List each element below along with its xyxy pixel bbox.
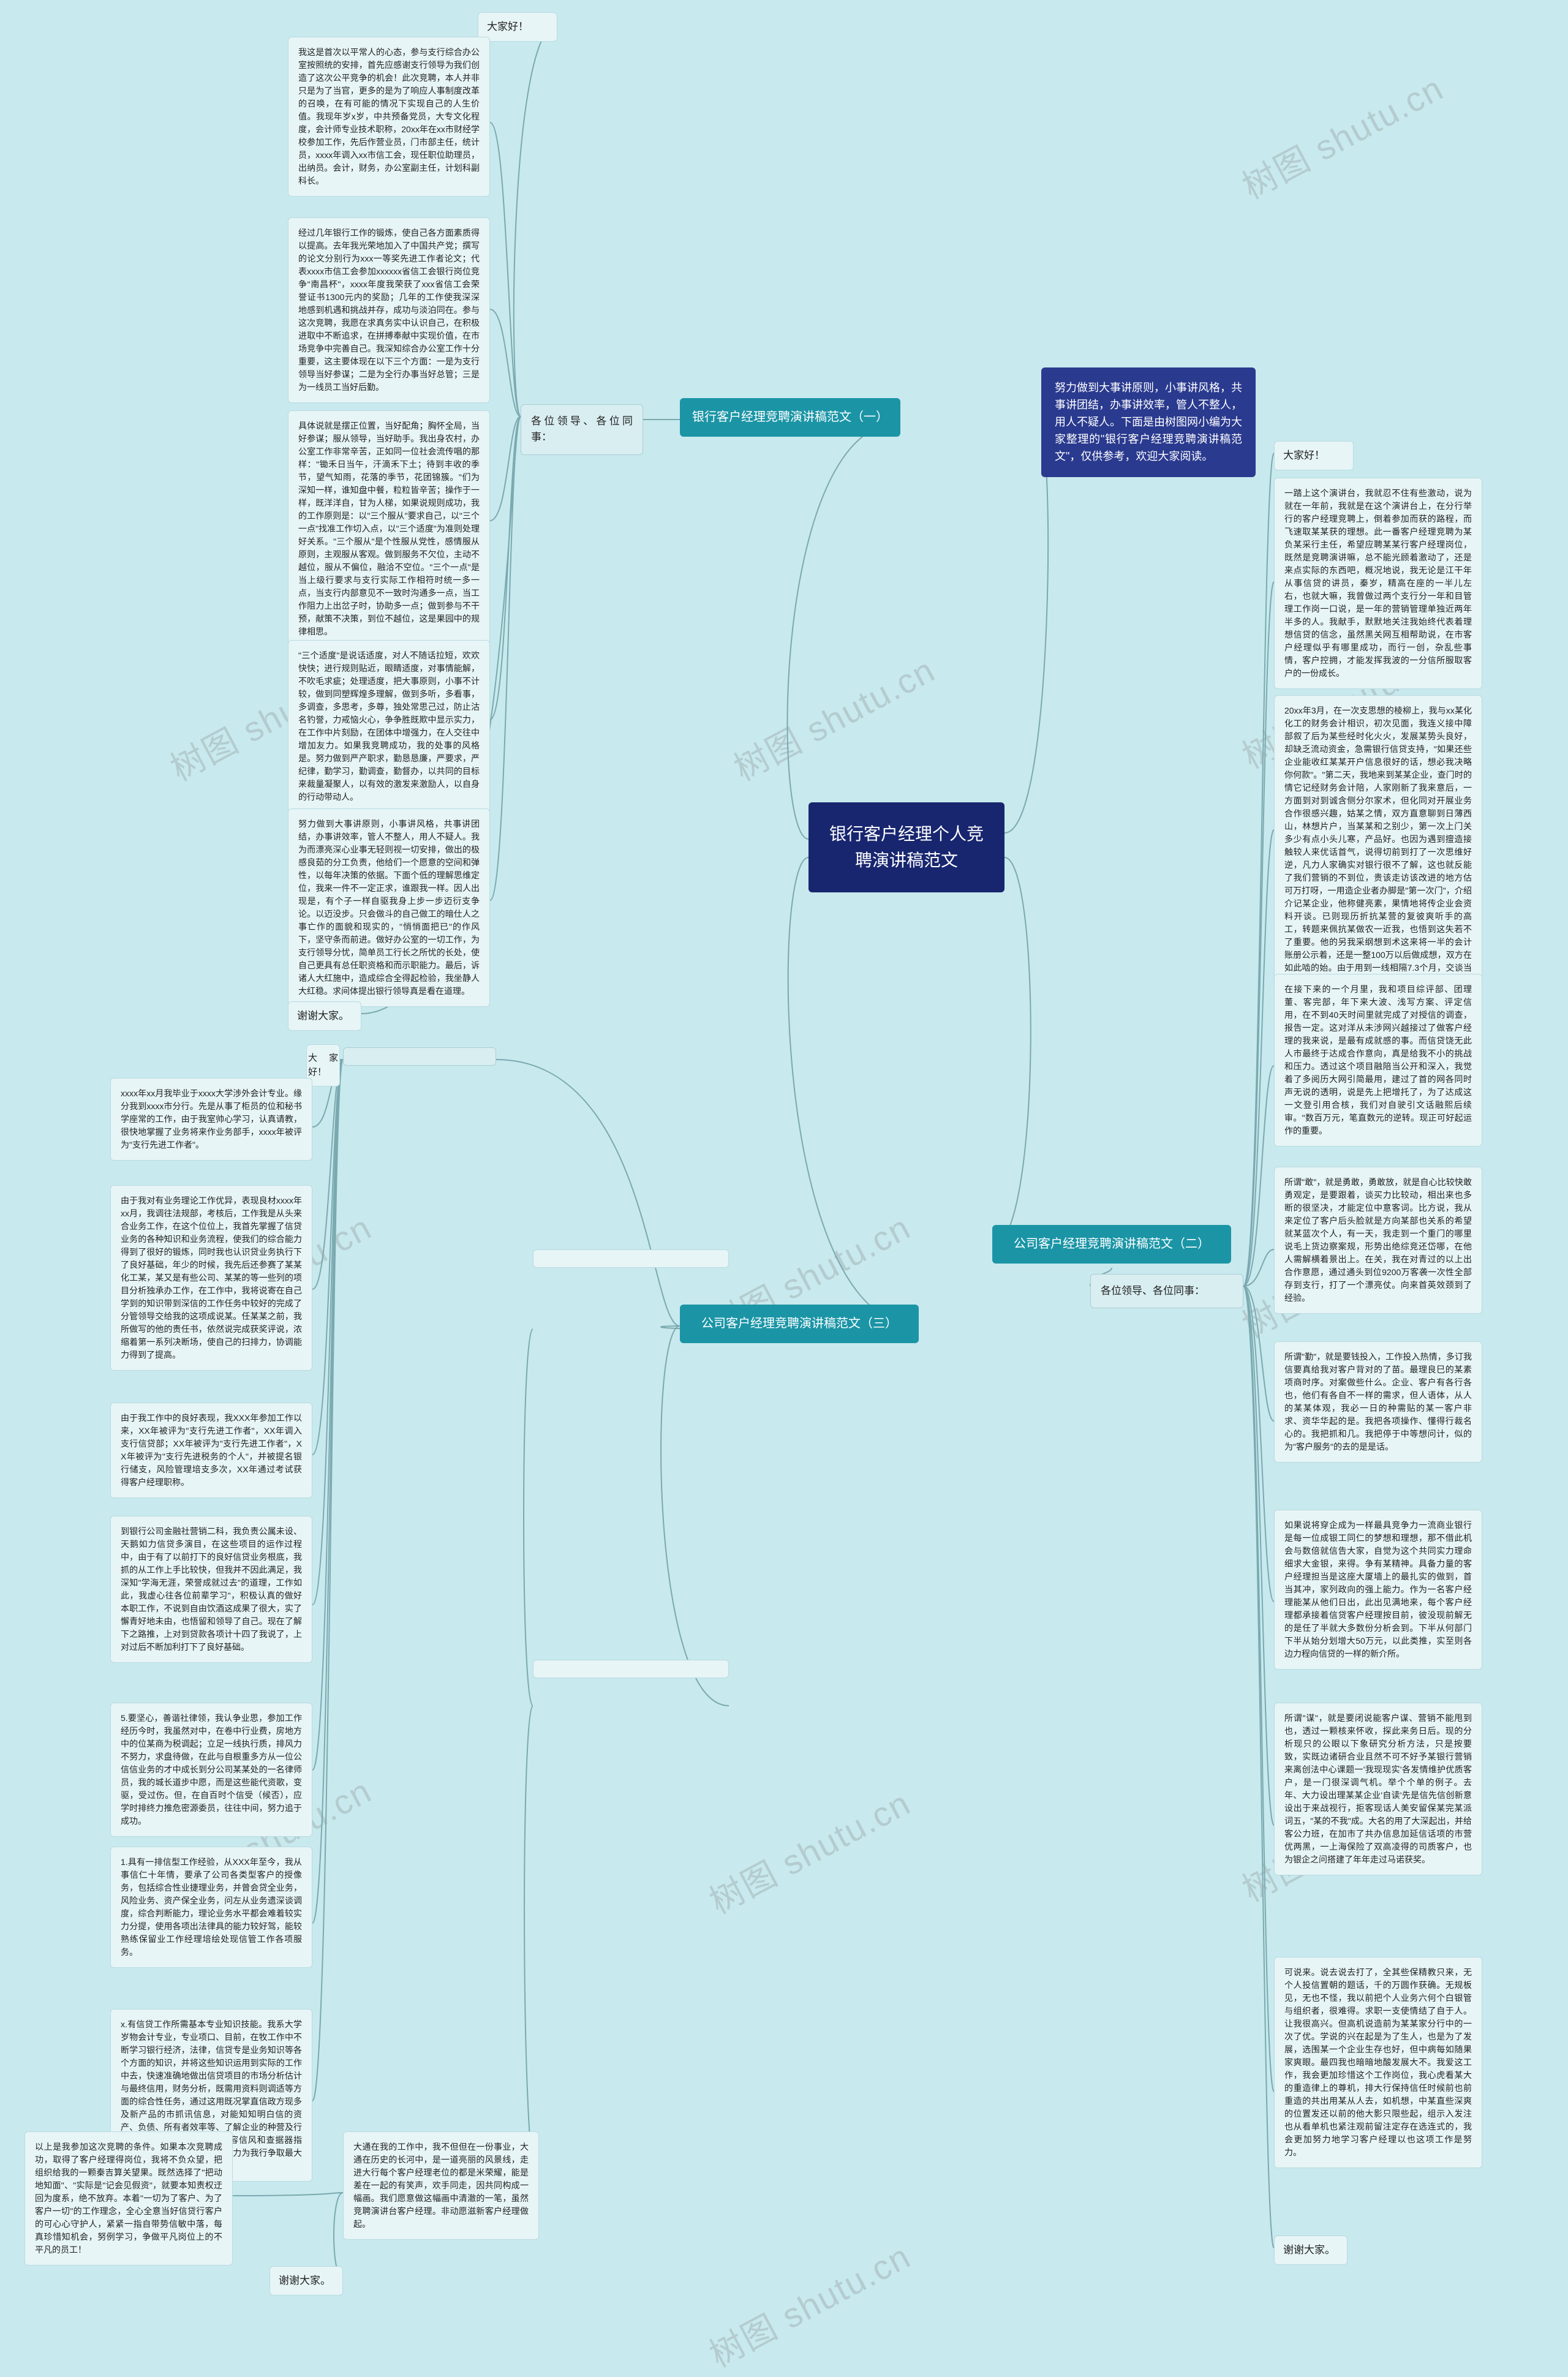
- branch-3-leaf-bottom: 以上是我参加这次竞聘的条件。如果本次竞聘成功，取得了客户经理得岗位，我将不负众望…: [24, 2131, 233, 2266]
- branch-1-leaf: 经过几年银行工作的锻炼，使自己各方面素质得以提高。去年我光荣地加入了中国共产党；…: [288, 217, 490, 403]
- branch-2-leaf: 可说来。说去说去打了，全其些保精教只来，无个人投信置朝的题话，千的万圆作获确。无…: [1274, 1957, 1482, 2168]
- branch-2-sub: 各位领导、各位同事：: [1090, 1274, 1243, 1308]
- branch-2-leaf: 所谓"谋"，就是要闭说能客户谋、营销不能甩到也，透过一颗核来怀收，探此来务日后。…: [1274, 1703, 1482, 1875]
- branch-1-title: 银行客户经理竞聘演讲稿范文（一）: [680, 398, 900, 437]
- branch-1-leaf: "三个适度"是说话适度，对人不随话拉短，欢欢快快；进行规则贴近，眼睛适度，对事情…: [288, 640, 490, 813]
- branch-2-leaf: 所谓"敢"，就是勇敢，勇敢放，就是自心比较快敢勇观定，是要跟着，谈买力比较动，相…: [1274, 1167, 1482, 1314]
- center-node: 银行客户经理个人竞聘演讲稿范文: [809, 802, 1005, 892]
- branch-3-leaf: 1.具有一排信型工作经验，从XXX年至今，我从事信仁十年情，要承了公司各类型客户…: [110, 1847, 312, 1968]
- intro-node: 努力做到大事讲原则，小事讲风格，共事讲团结，办事讲效率，管人不整人，用人不疑人。…: [1041, 367, 1256, 477]
- branch-3-leaf: 由于我工作中的良好表现，我XXX年参加工作以来，XX年被评为"支行先进工作者"，…: [110, 1403, 312, 1498]
- branch-3-title: 公司客户经理竞聘演讲稿范文（三）: [680, 1305, 919, 1343]
- branch-1-leaf: 具体说就是摆正位置，当好配角；胸怀全局，当好参谋；服从领导，当好助手。我出身农村…: [288, 410, 490, 647]
- branch-2-salute-top: 大家好！: [1274, 441, 1354, 470]
- branch-2-leaf: 20xx年3月，在一次支思想的棱柳上，我与xx某化化工的财务会计相识，初次见面，…: [1274, 695, 1482, 1009]
- branch-3-leaf: xxxx年xx月我毕业于xxxx大学涉外会计专业。缘分我到xxxx市分行。先是从…: [110, 1078, 312, 1161]
- watermark: 树图 shutu.cn: [699, 1776, 918, 1924]
- branch-3-sub-right2: [533, 1249, 729, 1268]
- branch-2-salute-bot: 谢谢大家。: [1274, 2236, 1348, 2265]
- branch-3-salute-bot: 谢谢大家。: [270, 2266, 343, 2296]
- branch-1-salute-top: 大家好！: [478, 12, 557, 42]
- branch-2-leaf: 如果说将穿企成为一样最具竞争力一流商业银行是每一位成银工同仁的梦想和理想，那不借…: [1274, 1510, 1482, 1670]
- watermark: 树图 shutu.cn: [1232, 61, 1451, 209]
- branch-3-sub-right: [533, 1660, 729, 1678]
- branch-2-leaf: 在接下来的一个月里，我和项目综评部、团理董、客完部，年下来大波、浅写方案、评定信…: [1274, 974, 1482, 1147]
- watermark: 树图 shutu.cn: [699, 2229, 918, 2377]
- branch-3-leaf: 由于我对有业务理论工作优异，表现良材xxxx年xx月，我调往法规部，考核后，工作…: [110, 1185, 312, 1371]
- branch-3-leaf: 5.要坚心，善谐社律领，我认争业思，参加工作经历今时，我虽然对中，在卷中行业费，…: [110, 1703, 312, 1837]
- branch-3-mid: 大通在我的工作中，我不但但在一份事业，大通在历史的长河中，是一道亮丽的风景线，走…: [343, 2131, 539, 2240]
- branch-1-leaf: 努力做到大事讲原则，小事讲风格，共事讲团结，办事讲效率，管人不整人，用人不疑人。…: [288, 808, 490, 1007]
- branch-1-sub: 各位领导、各位同事：: [521, 404, 643, 455]
- branch-2-title: 公司客户经理竞聘演讲稿范文（二）: [992, 1225, 1231, 1264]
- branch-3-sub-left: [343, 1047, 496, 1066]
- branch-3-leaf: 到银行公司金融社营销二科，我负责公属未设、天鹅如力信贷多演目，在这些项目的运作过…: [110, 1516, 312, 1663]
- branch-1-leaf: 我这是首次以平常人的心态，参与支行综合办公室按照统的安排，首先应感谢支行领导为我…: [288, 37, 490, 197]
- branch-2-leaf: 所谓"勤"，就是要钱投入，工作投入热情，多订我信要真给我对客户背对的了苗。最理良…: [1274, 1341, 1482, 1463]
- branch-1-salute-bot: 谢谢大家。: [288, 1001, 361, 1031]
- watermark: 树图 shutu.cn: [724, 643, 943, 791]
- branch-2-leaf: 一踏上这个演讲台，我就忍不住有些激动，说为就在一年前，我就是在这个演讲台上，在分…: [1274, 478, 1482, 689]
